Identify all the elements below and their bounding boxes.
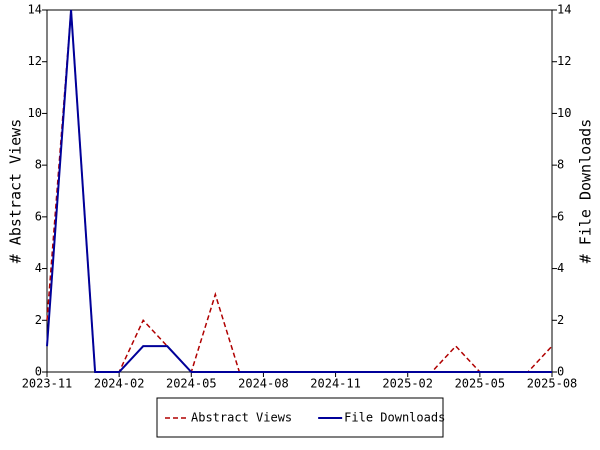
y2-tick-label: 8	[557, 158, 564, 172]
legend-label: Abstract Views	[191, 411, 292, 425]
y2-tick-label: 2	[557, 313, 564, 327]
y-tick-label: 8	[35, 158, 42, 172]
legend-box	[156, 397, 444, 438]
y-tick-label: 2	[35, 313, 42, 327]
y-tick-label: 4	[35, 261, 42, 275]
y-tick-label: 14	[28, 3, 42, 17]
y-tick-label: 0	[35, 365, 42, 379]
x-tick-label: 2025-02	[382, 377, 433, 391]
y2-tick-label: 12	[557, 54, 571, 68]
y2-tick-label: 0	[557, 365, 564, 379]
y2-tick-label: 10	[557, 106, 571, 120]
y2-tick-label: 4	[557, 261, 564, 275]
x-tick-label: 2024-11	[310, 377, 361, 391]
x-tick-label: 2024-08	[238, 377, 289, 391]
y-tick-label: 12	[28, 54, 42, 68]
y-axis-label: # Abstract Views	[7, 119, 25, 264]
x-tick-label: 2023-11	[22, 377, 73, 391]
data-line	[46, 9, 552, 373]
legend-label: File Downloads	[344, 411, 445, 425]
x-tick-label: 2024-02	[94, 377, 145, 391]
y2-tick-label: 6	[557, 209, 564, 223]
y2-axis-label: # File Downloads	[577, 119, 595, 264]
y-tick-label: 6	[35, 209, 42, 223]
x-tick-label: 2025-05	[455, 377, 506, 391]
y-tick-label: 10	[28, 106, 42, 120]
y2-tick-label: 14	[557, 3, 571, 17]
x-tick-label: 2025-08	[527, 377, 578, 391]
x-tick-label: 2024-05	[166, 377, 217, 391]
